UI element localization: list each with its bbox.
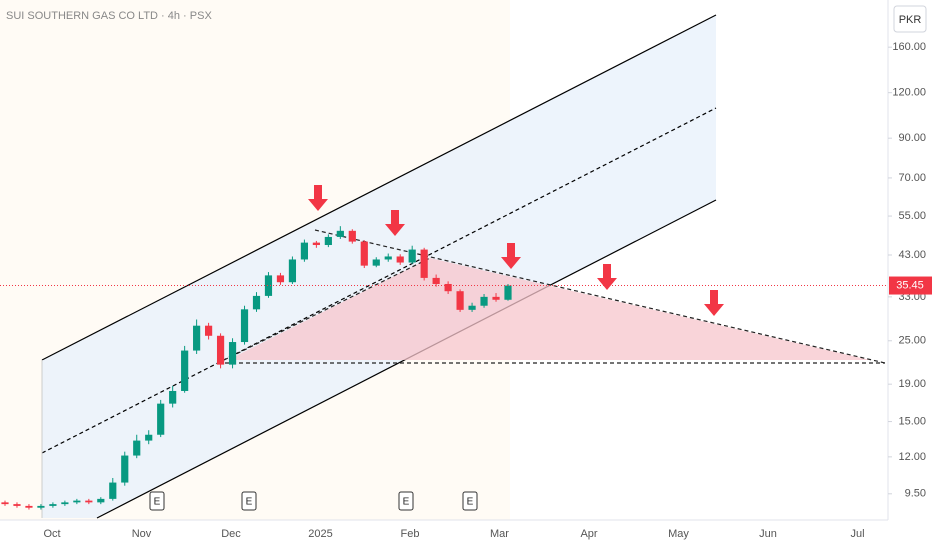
candle-body [264,275,273,296]
candle-body [408,249,416,263]
arrow [597,264,617,290]
channel-middle [41,107,717,454]
triangle-side [217,257,431,364]
x-tick-label: May [668,528,689,540]
channel-fill [42,15,716,518]
candle-body [193,325,201,351]
candle-body [240,309,249,343]
x-tick-label: Oct [43,528,60,540]
triangle-fill [228,258,870,360]
last-price-box [889,276,932,295]
candle-body [456,291,464,310]
candle-body [432,277,440,284]
arrows [308,185,724,316]
y-tick-label: 90.00 [898,132,926,144]
x-tick-label: Feb [401,528,420,540]
candle-body [372,259,380,266]
candle-body [85,500,93,503]
earnings-box [149,491,165,511]
candle-body [228,342,237,365]
candle-body [25,505,33,508]
y-tick-label: 43.00 [898,249,926,261]
candle-body [312,242,320,246]
currency: PKR [899,14,922,26]
candle-body [444,283,452,292]
arrow [501,243,521,269]
candle-body [49,504,57,506]
candle-body [97,498,105,503]
earnings-box [241,491,257,511]
candle-body [1,502,9,505]
candle-body [252,295,261,310]
last-price-label: 35.45 [896,279,924,291]
y-tick-label: 12.00 [898,451,926,463]
y-tick-label: 9.50 [905,488,926,500]
x-tick-label: 2025 [308,528,332,540]
y-tick-label: 160.00 [892,41,926,53]
earnings-marker: E [246,497,253,508]
arrow [385,210,405,236]
candle-body [276,275,285,283]
candle-body [384,256,392,260]
y-tick-label: 19.00 [898,378,926,390]
candle-body [169,390,177,404]
candle-body [420,249,428,278]
arrow [308,185,328,211]
candle-body [492,296,500,300]
x-tick-label: Dec [221,528,241,540]
currency-box [893,5,927,33]
candle-body [205,325,213,336]
candle-body [324,236,332,246]
earnings-marker: E [403,497,410,508]
earnings-marker: E [154,497,161,508]
y-tick-label: 25.00 [898,335,926,347]
candle-body [288,259,297,283]
candle-body [61,502,69,505]
candle-body [145,434,153,441]
candle-body [300,242,308,260]
candle-body [133,440,141,456]
candle-body [504,285,512,300]
candle-body [121,455,129,483]
y-tick-label: 15.00 [898,415,926,427]
candle-body [336,230,344,237]
candle-body [360,241,368,266]
x-tick-label: Apr [580,528,597,540]
candle-body [348,230,356,242]
candle-body [109,482,117,499]
y-tick-label: 70.00 [898,172,926,184]
candle-body [396,256,404,263]
candle-body [468,305,476,310]
x-tick-label: Jul [850,528,864,540]
candle-body [216,335,225,365]
candle-body [181,350,189,391]
earnings-box [398,491,414,511]
x-tick-label: Jun [759,528,777,540]
candle-body [37,505,45,508]
x-tick-label: Mar [490,528,509,540]
candle-body [480,296,488,306]
y-tick-label: 55.00 [898,210,926,222]
chart-title: SUI SOUTHERN GAS CO LTD · 4h · PSX [6,10,212,22]
candle-body [13,504,21,506]
earnings-box [462,491,478,511]
y-tick-label: 120.00 [892,87,926,99]
x-tick-label: Nov [132,528,152,540]
candle-body [157,403,165,435]
earnings-marker: E [467,497,474,508]
arrow [704,290,724,316]
candle-body [73,500,81,503]
channel-upper [41,14,717,361]
